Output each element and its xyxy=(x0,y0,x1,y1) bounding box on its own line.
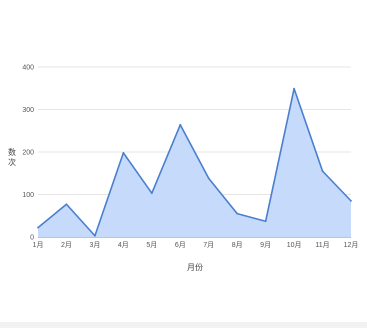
x-tick-label: 3月 xyxy=(89,241,100,249)
y-axis-title-char-2: 次 xyxy=(8,157,16,167)
series-area xyxy=(37,87,352,237)
x-tick-label: 7月 xyxy=(203,241,214,249)
x-tick-label: 10月 xyxy=(287,241,302,249)
bottom-strip xyxy=(0,322,367,328)
y-axis-ticks: 0 100 200 300 400 xyxy=(22,65,34,242)
area-fill xyxy=(38,88,351,237)
x-tick-label: 8月 xyxy=(232,241,243,249)
x-axis-ticks: 1月 2月 3月 4月 5月 6月 7月 8月 9月 10月 11月 12月 xyxy=(33,241,359,249)
data-point xyxy=(321,170,324,173)
y-tick-label: 200 xyxy=(22,150,34,157)
y-tick-label: 0 xyxy=(30,235,34,242)
x-tick-label: 1月 xyxy=(33,241,44,249)
y-axis-title-char-1: 数 xyxy=(8,147,16,157)
data-point xyxy=(236,212,239,215)
data-point xyxy=(122,151,125,154)
y-tick-label: 300 xyxy=(22,107,34,114)
x-axis-title: 月份 xyxy=(187,262,203,272)
data-point xyxy=(293,87,295,90)
x-tick-label: 6月 xyxy=(175,241,186,249)
x-tick-label: 12月 xyxy=(344,241,359,249)
data-point xyxy=(264,220,267,223)
x-tick-label: 4月 xyxy=(118,241,129,249)
data-point xyxy=(94,234,96,237)
y-tick-label: 400 xyxy=(22,65,34,72)
data-point xyxy=(37,226,39,229)
data-point xyxy=(179,123,182,126)
data-point xyxy=(65,203,68,206)
data-point xyxy=(150,192,153,195)
y-tick-label: 100 xyxy=(22,192,34,199)
data-point xyxy=(350,199,352,202)
series-line xyxy=(37,87,352,237)
x-tick-label: 9月 xyxy=(260,241,271,249)
data-point xyxy=(207,177,210,180)
x-tick-label: 11月 xyxy=(315,241,329,249)
x-tick-label: 2月 xyxy=(61,241,72,249)
x-tick-label: 5月 xyxy=(146,241,157,249)
